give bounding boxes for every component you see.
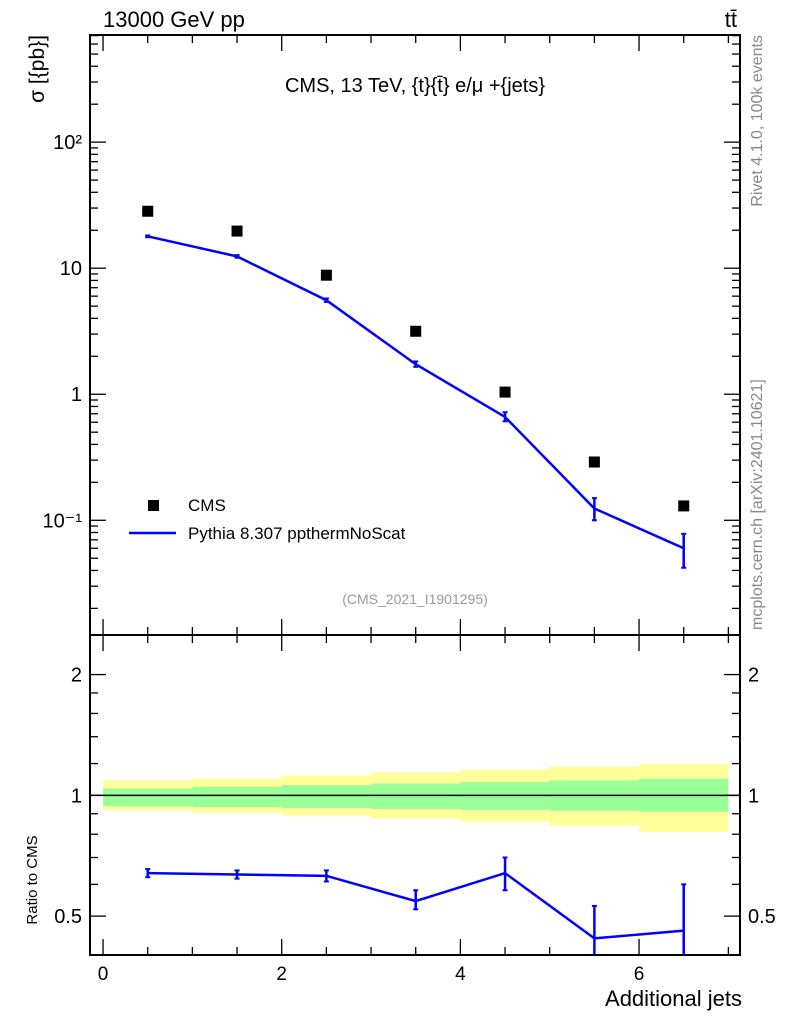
ratio-y-tick-label: 0.5: [748, 906, 776, 928]
cms-data-point: [588, 456, 600, 468]
ratio-band-green: [103, 788, 193, 807]
side-text-top: Rivet 4.1.0, 100k events: [749, 35, 766, 207]
legend-marker-cms: [148, 500, 159, 511]
legend-label-cms: CMS: [188, 496, 226, 515]
ratio-band-green: [371, 783, 461, 809]
x-tick-label: 6: [634, 964, 645, 985]
y-tick-label: 1: [71, 384, 82, 406]
header-right: tt̄: [725, 7, 737, 32]
ratio-y-tick-label: 1: [748, 785, 759, 807]
cms-data-point: [678, 500, 690, 512]
legend-label-pythia: Pythia 8.307 ppthermNoScat: [188, 524, 406, 543]
cms-data-point: [410, 325, 422, 337]
legend: CMS Pythia 8.307 ppthermNoScat: [129, 496, 406, 543]
y-axis-label: σ [{pb}]: [26, 35, 49, 103]
y-tick-label: 10²: [53, 132, 82, 154]
cms-data-point: [320, 269, 332, 281]
x-tick-label: 4: [455, 964, 466, 985]
side-text-bottom: mcplots.cern.ch [arXiv:2401.10621]: [749, 379, 766, 630]
pythia-line: [147, 235, 685, 550]
x-axis-label: Additional jets: [605, 986, 742, 1011]
ratio-band-green: [192, 786, 282, 808]
analysis-label: (CMS_2021_I1901295): [342, 591, 488, 607]
ratio-y-tick-label: 0.5: [54, 906, 82, 928]
header-left: 13000 GeV pp: [103, 7, 245, 32]
cms-data-point: [499, 386, 511, 398]
ratio-y-tick-label: 2: [71, 665, 82, 687]
cms-data-point: [142, 205, 154, 217]
cms-data-point: [231, 225, 243, 237]
ratio-band-green: [281, 785, 372, 808]
y-tick-label: 10⁻¹: [43, 510, 83, 532]
ratio-y-label: Ratio to CMS: [24, 835, 41, 924]
ratio-y-tick-label: 1: [71, 785, 82, 807]
chart-title: CMS, 13 TeV, {t}{t̄} e/μ +{jets}: [285, 75, 545, 97]
ratio-y-tick-label: 2: [748, 665, 759, 687]
x-tick-label: 2: [276, 964, 287, 985]
x-tick-label: 0: [98, 964, 109, 985]
y-tick-label: 10: [60, 258, 82, 280]
